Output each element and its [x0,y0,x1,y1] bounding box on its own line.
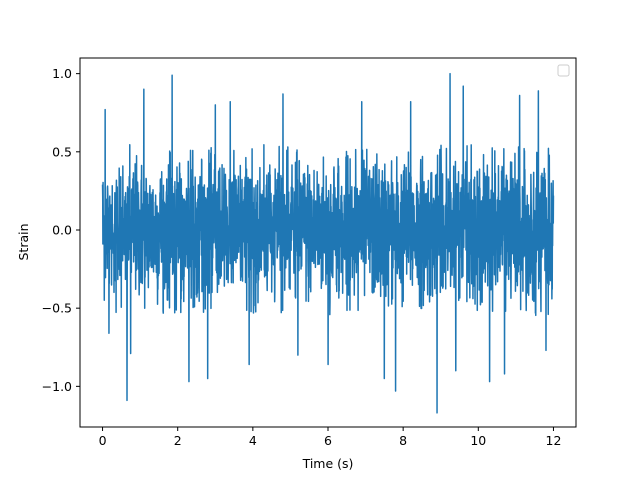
x-tick-label: 4 [249,433,257,448]
y-axis-label: Strain [16,223,31,260]
x-tick-label: 2 [174,433,182,448]
legend-box [557,64,570,77]
y-tick-label: 0.5 [52,144,72,159]
x-axis-label: Time (s) [302,456,354,471]
series-line-0 [101,72,555,414]
x-tick-label: 8 [399,433,407,448]
x-tick-label: 6 [324,433,332,448]
x-tick-label: 0 [99,433,107,448]
x-tick-label: 12 [546,433,562,448]
series-layer [101,72,555,414]
x-axis-ticks: 0 2 4 6 8 10 12 [99,427,562,448]
y-tick-label: −1.0 [42,379,72,394]
y-tick-label: 0.0 [52,222,72,237]
y-axis-ticks: −1.0 −0.5 0.0 0.5 1.0 [42,66,80,394]
y-tick-label: 1.0 [52,66,72,81]
y-tick-label: −0.5 [42,301,72,316]
x-tick-label: 10 [470,433,486,448]
